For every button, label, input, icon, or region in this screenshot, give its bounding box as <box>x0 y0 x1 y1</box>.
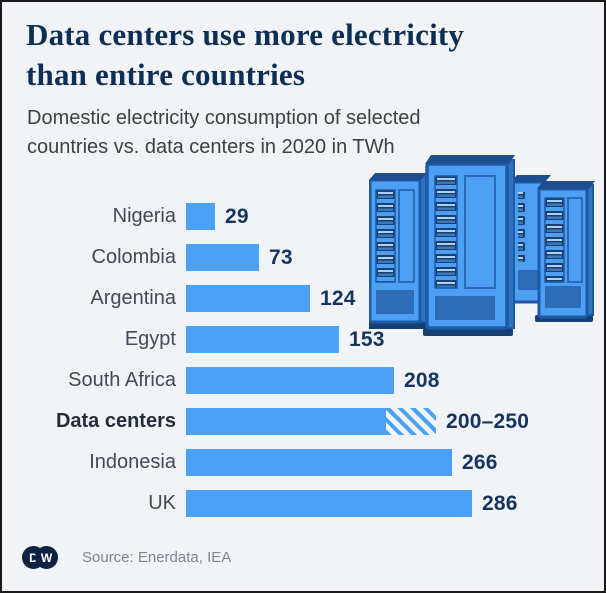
server-rack-center <box>423 155 515 336</box>
value-label: 73 <box>269 245 293 269</box>
value-label: 266 <box>462 450 498 474</box>
bar-row: UK 286 <box>2 483 604 524</box>
value-label: 29 <box>225 204 249 228</box>
bar <box>186 367 394 394</box>
bar <box>186 285 310 312</box>
category-label: Data centers <box>55 410 176 432</box>
bar-chart: Nigeria 29 Colombia 73 Argentina 124 Egypt 153 S… <box>2 196 604 524</box>
value-label: 153 <box>349 327 385 351</box>
bar-row: Colombia 73 <box>2 237 604 278</box>
value-label: 286 <box>482 491 518 515</box>
server-rack-right <box>535 181 595 322</box>
bar-row: Data centers 200–250 <box>2 401 604 442</box>
dw-logo-w-circle: W <box>35 546 58 569</box>
chart-subtitle: Domestic electricity consumption of sele… <box>27 104 567 162</box>
bar-row: South Africa 208 <box>2 360 604 401</box>
bar <box>186 408 436 435</box>
bar-row: Egypt 153 <box>2 319 604 360</box>
bar-solid <box>186 203 215 230</box>
value-label: 124 <box>320 286 356 310</box>
bar <box>186 244 259 271</box>
bar-row: Argentina 124 <box>2 278 604 319</box>
bar-solid <box>186 326 339 353</box>
bar-row: Indonesia 266 <box>2 442 604 483</box>
bar-solid <box>186 367 394 394</box>
bar-solid <box>186 490 472 517</box>
category-label: UK <box>148 492 176 514</box>
server-rack-left <box>369 173 427 329</box>
value-label: 208 <box>404 368 440 392</box>
footer: D W Source: Enerdata, IEA <box>22 546 231 569</box>
bar-solid <box>186 449 452 476</box>
bar-solid <box>186 285 310 312</box>
bar-solid <box>186 408 386 435</box>
source-credit: Source: Enerdata, IEA <box>82 549 232 566</box>
chart-subtitle-line1: Domestic electricity consumption of sele… <box>27 107 421 129</box>
server-racks-illustration <box>369 155 595 336</box>
value-label: 200–250 <box>446 409 530 433</box>
category-label: Colombia <box>91 246 176 268</box>
category-label: Egypt <box>124 328 176 350</box>
chart-subtitle-line2: countries vs. data centers in 2020 in TW… <box>27 136 395 158</box>
bar <box>186 449 452 476</box>
category-label: Argentina <box>90 287 176 309</box>
bar <box>186 326 339 353</box>
bar <box>186 203 215 230</box>
chart-title-line1: Data centers use more electricity <box>26 17 465 52</box>
category-label: Nigeria <box>112 205 176 227</box>
bar <box>186 490 472 517</box>
category-label: Indonesia <box>89 451 176 473</box>
chart-title: Data centers use more electricity than en… <box>26 15 586 95</box>
dw-logo: D W <box>22 546 58 569</box>
bar-solid <box>186 244 259 271</box>
chart-title-line2: than entire countries <box>26 57 306 92</box>
bar-hatch-segment <box>386 408 436 435</box>
category-label: South Africa <box>68 369 176 391</box>
bar-row: Nigeria 29 <box>2 196 604 237</box>
